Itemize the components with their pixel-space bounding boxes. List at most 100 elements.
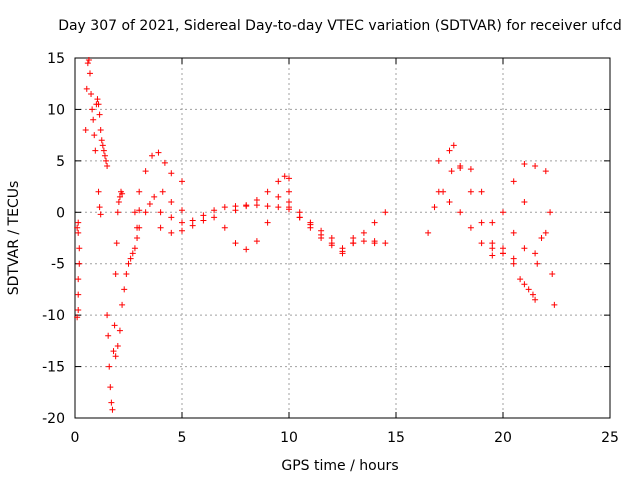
data-point (168, 214, 175, 221)
data-point (119, 301, 126, 308)
series-late-1 (286, 199, 389, 255)
data-point (110, 348, 117, 355)
data-point (109, 406, 116, 413)
data-point (500, 245, 506, 252)
data-point (448, 168, 455, 175)
series-evening-arc-2 (431, 165, 539, 262)
data-point (114, 343, 121, 349)
series-mid-band-2 (157, 188, 292, 253)
data-point (75, 307, 82, 313)
data-point (478, 188, 485, 195)
data-point (510, 178, 517, 185)
data-point (75, 229, 82, 236)
x-tick-label: 10 (280, 430, 298, 446)
data-point (131, 245, 138, 252)
data-point (221, 224, 228, 231)
y-tick-labels: -20 -15 -10 -5 0 5 10 15 (42, 51, 65, 427)
data-point (275, 193, 282, 200)
data-point (76, 245, 83, 252)
data-point (232, 240, 239, 247)
data-point (382, 209, 389, 216)
data-point (371, 219, 378, 226)
data-point (296, 209, 303, 216)
data-point (360, 238, 367, 245)
data-point (115, 199, 122, 205)
data-point (253, 196, 260, 203)
data-point (136, 207, 143, 214)
y-tick-label: 10 (47, 102, 65, 118)
data-point (85, 57, 92, 64)
data-point (123, 271, 130, 277)
data-point (75, 291, 82, 298)
data-point (189, 222, 196, 229)
data-point (179, 219, 185, 226)
data-point (189, 217, 196, 224)
data-point (446, 199, 453, 205)
data-point (457, 209, 464, 216)
series-late-3 (296, 214, 389, 257)
data-point (95, 101, 102, 108)
data-point (119, 190, 126, 197)
data-point (125, 260, 132, 267)
grid-layer (75, 58, 610, 418)
x-tick-label: 25 (601, 430, 619, 446)
series-early-peak (82, 57, 111, 169)
data-point (179, 207, 185, 214)
data-point (243, 203, 250, 210)
y-tick-label: -20 (42, 411, 65, 427)
data-point (328, 242, 335, 249)
series-mid-band-3 (232, 173, 292, 214)
data-point (275, 178, 282, 185)
data-point (89, 106, 96, 113)
data-point (489, 219, 496, 226)
data-point (253, 238, 260, 245)
data-point (86, 70, 93, 77)
data-point (134, 235, 141, 241)
data-point (74, 224, 81, 231)
series-arc-1 (131, 149, 185, 216)
data-point (286, 204, 292, 211)
data-point (211, 207, 218, 214)
y-tick-label: 15 (47, 51, 65, 67)
data-point (82, 127, 89, 133)
data-point (307, 221, 314, 228)
data-point (111, 322, 118, 329)
y-tick-label: -5 (51, 257, 65, 273)
data-point (281, 173, 288, 180)
data-point (525, 286, 532, 293)
y-tick-label: -10 (42, 308, 65, 324)
x-tick-label: 0 (71, 430, 80, 446)
data-point (435, 188, 442, 195)
series-evening-tail (510, 209, 558, 308)
data-point (76, 260, 83, 267)
data-point (101, 152, 108, 159)
series-evening-arc-1 (425, 142, 506, 257)
data-point (510, 260, 517, 267)
data-point (532, 163, 539, 169)
data-point (112, 271, 119, 277)
data-point (243, 246, 250, 253)
data-point (129, 250, 136, 257)
data-point (84, 60, 91, 67)
data-point (74, 314, 81, 321)
data-point (94, 96, 101, 103)
data-point (542, 229, 549, 236)
data-point (142, 209, 149, 216)
data-point (286, 175, 292, 182)
data-point (446, 147, 453, 154)
data-point (168, 229, 175, 236)
series-evening-rise (489, 160, 549, 247)
data-point (113, 240, 120, 247)
data-point (435, 157, 442, 164)
data-point (521, 199, 528, 205)
data-point (75, 219, 82, 226)
data-point (521, 160, 528, 167)
series-evening-arc-3 (435, 188, 528, 259)
data-point (532, 250, 539, 257)
data-point (104, 312, 111, 319)
data-point (83, 85, 90, 92)
data-point (339, 245, 346, 252)
data-point (296, 214, 303, 221)
data-point (517, 276, 524, 283)
